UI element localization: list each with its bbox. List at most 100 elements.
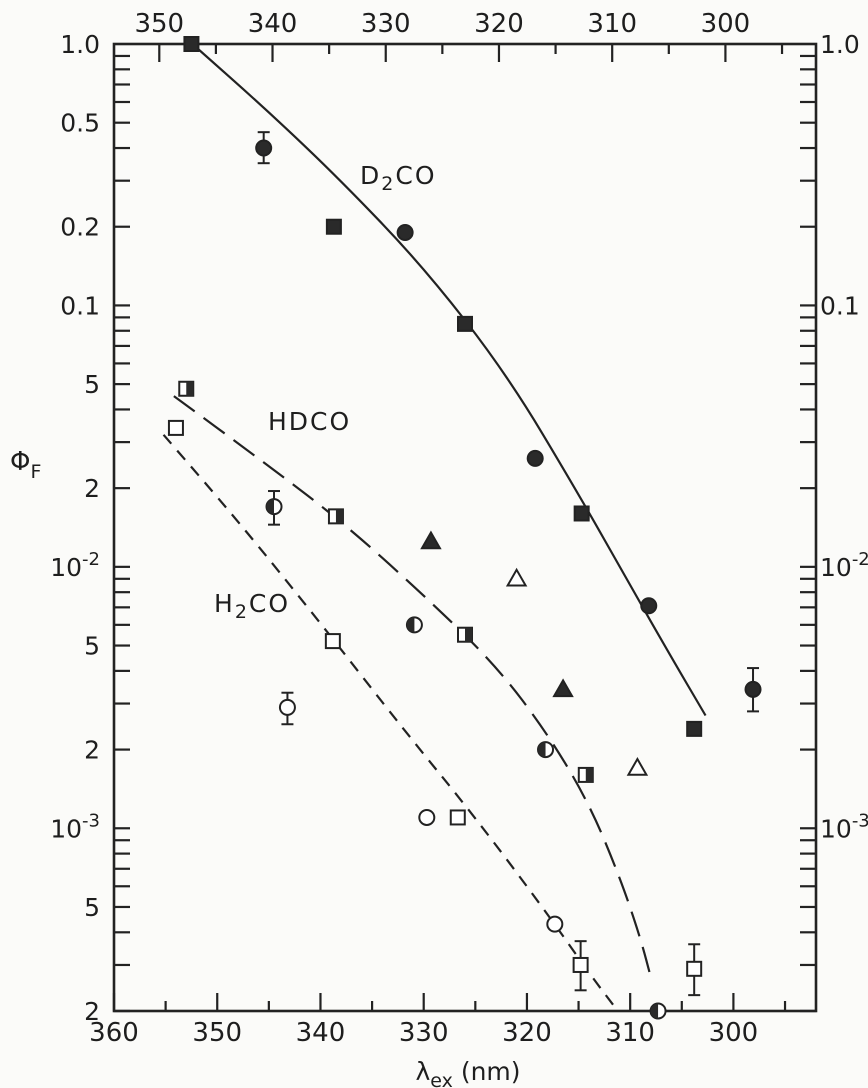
data-point <box>572 956 589 973</box>
x-tick-label-bottom: 350 <box>192 1018 242 1048</box>
y-tick-label-left: 10-2 <box>50 549 100 582</box>
marker-circle-fill <box>406 617 415 633</box>
axis-ticks <box>112 44 816 1013</box>
marker-square <box>686 720 703 737</box>
data-point <box>573 505 590 522</box>
data-point <box>325 218 342 235</box>
x-tick-label-top: 320 <box>474 9 524 39</box>
y-tick-label-left: 10-3 <box>50 810 100 843</box>
data-point <box>686 960 703 977</box>
axis-labels: 360 350 340 330 320 310 300 350 340 330 320 310 300 1… <box>10 9 868 1088</box>
data-point <box>178 380 195 397</box>
data-point <box>640 597 658 615</box>
y-tick-label-left: 0.5 <box>60 109 100 138</box>
marker-circle-fill <box>538 742 546 758</box>
marker-circle-fill <box>266 499 275 515</box>
data-point <box>449 809 466 826</box>
data-point <box>552 678 574 698</box>
y-tick-label-left: 2 <box>84 474 100 503</box>
y-tick-label-left: 2 <box>84 736 100 765</box>
marker-square-fill <box>186 381 194 396</box>
x-tick-label-bottom: 340 <box>296 1018 346 1048</box>
data-point <box>505 567 528 587</box>
marker-square-fill <box>465 627 472 642</box>
marker-triangle <box>420 530 442 550</box>
data-point <box>167 419 184 436</box>
x-tick-label-bottom: 360 <box>89 1018 139 1048</box>
marker-square <box>573 505 590 522</box>
data-point <box>418 808 436 826</box>
y-tick-label-left: 5 <box>84 893 100 922</box>
data-point <box>457 626 473 643</box>
y-tick-label-left: 0.1 <box>60 291 100 320</box>
data-point <box>744 680 762 698</box>
marker-triangle <box>552 678 574 698</box>
x-tick-label-top: 330 <box>361 9 411 39</box>
marker-square <box>686 960 703 977</box>
data-point <box>526 449 544 467</box>
data-point <box>577 766 594 783</box>
x-tick-label-top: 310 <box>587 9 637 39</box>
marker-square-fill <box>585 767 593 782</box>
marker-square <box>572 956 589 973</box>
marker-circle <box>278 698 296 716</box>
series-label: HDCO <box>268 407 351 436</box>
marker-square-fill <box>335 509 343 524</box>
series-label: D2CO <box>360 161 437 195</box>
x-axis-title: λex (nm) <box>415 1057 520 1088</box>
marker-square <box>457 315 473 332</box>
data-point <box>420 530 442 550</box>
plot-frame <box>112 42 818 1013</box>
y-tick-label-right: 1.0 <box>820 30 860 59</box>
marker-circle <box>640 597 658 615</box>
marker-circle <box>744 680 762 698</box>
y-tick-label-right: 10-2 <box>820 549 868 582</box>
x-tick-label-top: 300 <box>701 9 751 39</box>
data-point <box>649 1002 667 1020</box>
marker-square <box>324 633 341 650</box>
fit-curve-solid <box>191 43 707 717</box>
data-point <box>457 315 473 332</box>
marker-square <box>167 419 184 436</box>
data-point <box>324 633 341 650</box>
y-tick-label-left: 0.2 <box>60 213 100 242</box>
data-point <box>396 224 414 242</box>
data-point <box>686 720 703 737</box>
x-tick-label-bottom: 330 <box>399 1018 449 1048</box>
data-markers <box>167 36 762 1020</box>
marker-square <box>183 36 200 52</box>
data-point <box>626 757 649 776</box>
marker-circle <box>396 224 414 242</box>
data-point <box>546 915 564 933</box>
marker-circle <box>546 915 564 933</box>
data-point <box>265 498 283 516</box>
x-tick-label-bottom: 300 <box>709 1018 759 1048</box>
plot-border <box>112 42 818 1013</box>
y-tick-label-right: 0.1 <box>820 291 860 320</box>
y-tick-label-right: 10-3 <box>820 810 868 843</box>
y-axis-title: ΦF <box>10 447 41 483</box>
marker-circle <box>418 808 436 826</box>
data-point <box>405 616 423 634</box>
data-point <box>278 698 296 716</box>
data-point <box>255 139 273 157</box>
marker-triangle <box>505 567 528 587</box>
marker-square <box>449 809 466 826</box>
x-tick-label-bottom: 310 <box>605 1018 655 1048</box>
y-tick-label-left: 2 <box>84 997 100 1026</box>
marker-circle <box>526 449 544 467</box>
y-tick-label-left: 5 <box>84 370 100 399</box>
data-point <box>183 36 200 52</box>
marker-square <box>325 218 342 235</box>
data-point <box>537 741 555 759</box>
x-tick-label-bottom: 320 <box>502 1018 552 1048</box>
marker-circle-fill <box>650 1003 659 1019</box>
series-label: H2CO <box>214 589 290 623</box>
y-tick-label-left: 1.0 <box>60 30 100 59</box>
x-tick-label-top: 340 <box>248 9 298 39</box>
fit-curve-long-dash <box>173 395 653 982</box>
marker-circle <box>255 139 273 157</box>
x-tick-label-top: 350 <box>134 9 184 39</box>
data-point <box>327 508 344 525</box>
